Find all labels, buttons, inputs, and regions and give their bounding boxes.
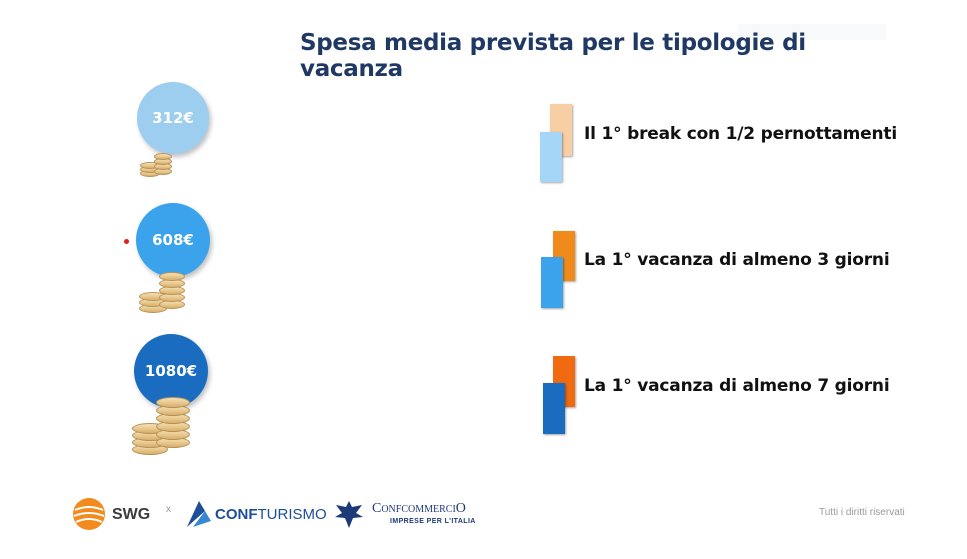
confcommercio-logo: ConfcommerciO IMPRESE PER L'ITALIA <box>332 497 522 533</box>
amount-label: 608€ <box>152 231 194 249</box>
bar-icon-3days <box>541 231 581 313</box>
confcommercio-logo-subtext: IMPRESE PER L'ITALIA <box>390 518 476 525</box>
marker-dot <box>124 239 129 244</box>
vacation-type-label: Il 1° break con 1/2 pernottamenti <box>584 124 897 144</box>
coins-icon <box>132 396 196 458</box>
page-title: Spesa media prevista per le tipologie di… <box>300 30 806 82</box>
coins-icon <box>139 266 189 316</box>
logo-separator: x <box>166 504 171 515</box>
vacation-type-label: La 1° vacanza di almeno 3 giorni <box>584 250 890 270</box>
copyright-text: Tutti i diritti riservati <box>819 507 905 518</box>
swg-logo-icon <box>73 498 105 530</box>
amount-circle-7days: 1080€ <box>134 334 208 408</box>
amount-label: 1080€ <box>144 362 198 380</box>
amount-circle-3days: 608€ <box>136 203 210 277</box>
vacation-type-label: La 1° vacanza di almeno 7 giorni <box>584 376 890 396</box>
eagle-icon <box>335 501 363 528</box>
confturismo-logo: CONFTURISMO <box>185 499 327 531</box>
bar-icon-7days <box>543 356 583 438</box>
confturismo-logo-icon <box>187 501 211 527</box>
coins-icon <box>138 148 178 184</box>
amount-label: 312€ <box>152 109 194 127</box>
confturismo-logo-text: CONFTURISMO <box>215 506 327 523</box>
swg-logo: SWG <box>72 497 162 533</box>
swg-logo-text: SWG <box>112 506 151 523</box>
confturismo-logo-text-light: TURISMO <box>257 506 327 523</box>
bar-icon-break <box>540 104 580 186</box>
confcommercio-logo-text: ConfcommerciO <box>372 501 466 516</box>
confturismo-logo-text-bold: CONF <box>215 506 258 523</box>
amount-circle-break: 312€ <box>137 82 209 154</box>
header-decoration <box>738 24 886 40</box>
